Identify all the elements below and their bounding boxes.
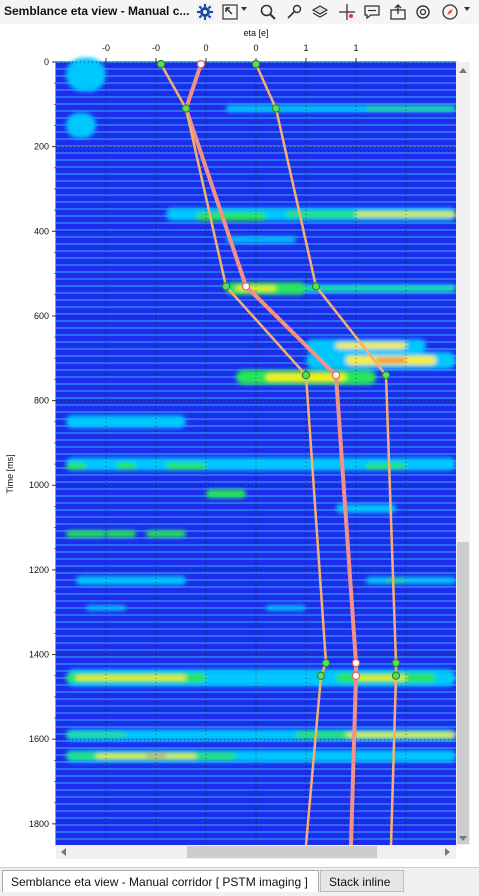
semblance-blob-7	[196, 212, 266, 221]
y-tick-label: 0	[44, 57, 49, 67]
x-tick-label: -0	[152, 43, 160, 53]
chevron-down-icon[interactable]	[241, 7, 247, 11]
semblance-blob-3	[366, 106, 456, 111]
pick-node-right[interactable]	[251, 59, 261, 69]
semblance-blob-25	[366, 463, 406, 470]
semblance-blob-35	[266, 605, 306, 611]
export-icon[interactable]	[388, 2, 408, 22]
semblance-blob-8	[226, 236, 296, 243]
title-bar: Semblance eta view - Manual c...	[0, 0, 479, 25]
scroll-left-icon[interactable]	[61, 848, 66, 856]
x-tick-label: 0	[203, 43, 208, 53]
pick-node-center[interactable]	[331, 371, 341, 380]
picks[interactable]	[156, 59, 401, 846]
zoom-extent-icon[interactable]	[220, 2, 240, 22]
pick-node-right[interactable]	[381, 371, 391, 380]
scroll-up-icon[interactable]	[459, 68, 467, 73]
semblance-blob-43	[346, 733, 456, 737]
pick-node-left[interactable]	[321, 658, 331, 668]
magnifier-icon[interactable]	[258, 2, 278, 22]
scroll-right-icon[interactable]	[445, 848, 450, 856]
semblance-blob-30	[146, 530, 186, 538]
layers-icon[interactable]	[310, 2, 330, 22]
semblance-blob-17	[376, 358, 406, 363]
semblance-plot[interactable]: eta [e] Time [ms] -0 -0 0 0 1 1 0 200 400 600 800 1…	[0, 24, 479, 867]
semblance-blob-33	[386, 578, 406, 583]
pick-icon[interactable]	[284, 2, 304, 22]
semblance-blob-20	[66, 415, 186, 429]
y-tick-label: 600	[34, 311, 49, 321]
y-tick-label: 400	[34, 226, 49, 236]
semblance-blob-27	[336, 504, 396, 513]
window-title: Semblance eta view - Manual c...	[4, 4, 190, 18]
x-tick-label: 1	[353, 43, 358, 53]
y-axis-label: Time [ms]	[5, 454, 15, 493]
semblance-blob-23	[116, 462, 136, 470]
tab-semblance-eta-view[interactable]: Semblance eta view - Manual corridor [ P…	[2, 870, 319, 892]
pick-node-left[interactable]	[156, 59, 166, 69]
pick-node-center[interactable]	[351, 658, 361, 668]
pick-node-left[interactable]	[181, 104, 191, 113]
semblance-blobs	[66, 57, 456, 763]
scroll-down-icon[interactable]	[459, 836, 467, 841]
semblance-blob-44	[66, 732, 126, 738]
semblance-blob-14	[336, 342, 406, 349]
y-tick-label: 200	[34, 142, 49, 152]
semblance-blob-0	[66, 57, 106, 92]
compass-icon[interactable]	[440, 2, 460, 22]
pick-node-left[interactable]	[316, 671, 326, 680]
pick-node-center[interactable]	[241, 282, 251, 291]
x-axis-label: eta [e]	[243, 28, 268, 38]
y-tick-label: 800	[34, 396, 49, 406]
pick-node-center[interactable]	[196, 59, 206, 69]
plot-area[interactable]: eta [e] Time [ms] -0 -0 0 0 1 1 0 200 400 600 800 1…	[0, 24, 479, 867]
pick-node-right[interactable]	[391, 671, 401, 680]
horizontal-scrollbar-thumb[interactable]	[187, 846, 377, 858]
pick-node-right[interactable]	[271, 104, 281, 113]
gear-icon[interactable]	[195, 2, 215, 22]
y-tick-label: 1400	[29, 650, 49, 660]
y-tick-label: 1600	[29, 734, 49, 744]
pick-node-center[interactable]	[351, 671, 361, 680]
pick-node-right[interactable]	[391, 658, 401, 668]
semblance-blob-24	[166, 462, 206, 470]
semblance-blob-21	[66, 457, 456, 471]
comment-icon[interactable]	[362, 2, 382, 22]
tab-stack-inline[interactable]: Stack inline	[320, 870, 404, 892]
tab-bar: Semblance eta view - Manual corridor [ P…	[0, 867, 479, 896]
semblance-blob-32	[366, 577, 456, 584]
semblance-blob-48	[146, 755, 166, 757]
x-tick-label: 1	[303, 43, 308, 53]
scrollbars[interactable]	[56, 62, 470, 859]
semblance-blob-28	[66, 530, 106, 538]
semblance-blob-38	[76, 675, 186, 680]
y-tick-label: 1000	[29, 480, 49, 490]
snapshot-icon[interactable]	[413, 2, 433, 22]
semblance-blob-29	[106, 530, 136, 538]
chevron-down-icon[interactable]	[464, 7, 470, 11]
semblance-blob-31	[76, 576, 186, 585]
semblance-blob-1	[66, 112, 96, 139]
semblance-blob-26	[206, 489, 246, 498]
x-tick-label: 0	[253, 43, 258, 53]
pick-node-right[interactable]	[311, 282, 321, 291]
pick-node-left[interactable]	[221, 282, 231, 291]
semblance-blob-34	[86, 605, 126, 611]
vertical-scrollbar-thumb[interactable]	[457, 542, 469, 844]
pick-node-left[interactable]	[301, 371, 311, 380]
y-tick-label: 1800	[29, 819, 49, 829]
semblance-blob-22	[66, 462, 86, 470]
y-tick-label: 1200	[29, 565, 49, 575]
x-tick-label: -0	[102, 43, 110, 53]
heatmap-background	[56, 62, 456, 845]
crosshair-icon[interactable]	[337, 2, 357, 22]
